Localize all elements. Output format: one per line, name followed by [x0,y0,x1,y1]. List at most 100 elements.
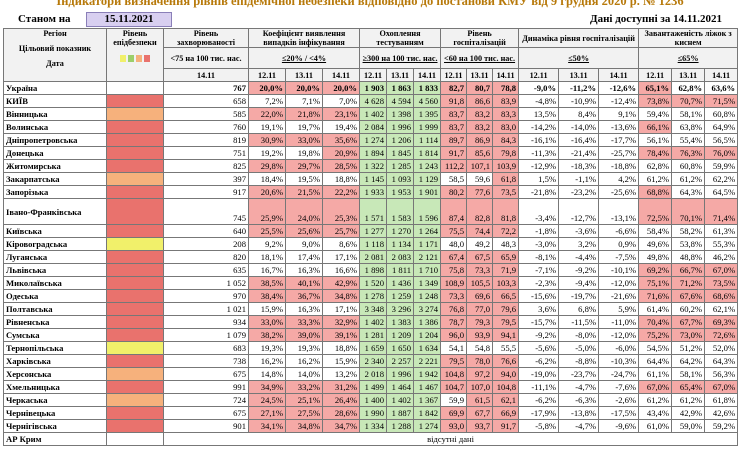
value-cell: 73,0% [671,328,706,342]
value-cell: 77,0 [466,302,494,316]
value-cell: 19,3% [248,341,286,355]
level-swatch [120,55,126,62]
value-cell: 83,7 [440,120,468,134]
value-cell: 7,0% [321,94,361,108]
data-row: Миколаївська 1 052 38,5% 40,1% 42,9% 1 520 1 4… [3,276,739,290]
value-cell: 58,4% [638,224,673,238]
value-cell: 1 129 [413,172,442,186]
value-cell: 91,8 [440,94,468,108]
value-cell: -12,7% [558,198,600,225]
value-cell: 18,8% [321,341,361,355]
value-cell: 60,2% [671,302,706,316]
value-cell: 18,4% [248,172,286,186]
header-cell: Коефіцієнт виявлення випадків інфікуванн… [247,28,361,48]
value-cell: 1 171 [413,237,442,251]
as-of-label: Станом на [18,13,71,25]
value-cell: 29,8% [248,159,286,173]
data-row: Волинська 760 19,1% 19,7% 19,4% 2 084 1 996 1 9… [3,120,739,134]
value-cell: 61,4% [638,302,673,316]
value-cell: 51,2% [671,341,706,355]
header-text: Дата [46,59,64,68]
value-cell: 28,6% [321,406,361,420]
value-cell: 69,2% [638,263,673,277]
value-cell: 89,7 [440,133,468,147]
value-cell: 68,8% [638,185,673,199]
value-cell: 1 499 [359,380,388,394]
value-cell: 20,6% [248,185,286,199]
level-cell [106,159,164,173]
value-cell: 1 436 [386,276,415,290]
data-row: Черкаська 724 24,5% 25,1% 26,4% 1 400 1 402 1 3… [3,393,739,407]
value-cell: 107,0 [466,380,494,394]
value-cell: 55,4% [671,133,706,147]
value-cell: 9,2% [248,237,286,251]
value-cell: 91,7 [440,146,468,160]
value-cell: 53,8% [671,237,706,251]
value-cell: 25,7% [321,224,361,238]
value-cell: 97,2 [466,367,494,381]
value-cell: -5,0% [558,341,600,355]
value-cell: 32,9% [321,315,361,329]
header-cell: ≤65% [638,47,739,69]
value-cell: 78,7 [440,315,468,329]
value-cell: 59,0% [671,419,706,433]
value-cell: -19,0% [518,367,560,381]
value-cell: 83,0 [492,120,520,134]
value-cell: 1 386 [413,315,442,329]
value-cell: 21,5% [285,185,323,199]
data-row: Харківська 738 16,2% 16,2% 15,9% 2 340 2 257 2 … [3,354,739,368]
value-cell: -2,3% [518,276,560,290]
value-cell: 917 [163,185,249,199]
region-name: Запорізька [3,185,107,199]
value-cell: -21,6% [598,289,640,303]
data-row: Тернопільська 683 19,3% 19,3% 18,8% 1 659 1 65… [3,341,739,355]
data-note: Дані доступні за 14.11.2021 [590,13,722,25]
value-cell: -4,7% [558,419,600,433]
value-cell: 61,3% [704,224,739,238]
value-cell: 1 464 [386,380,415,394]
value-cell: 42,6% [704,406,739,420]
value-cell: 825 [163,159,249,173]
data-row: Хмельницька 991 34,9% 33,2% 31,2% 1 499 1 464 1… [3,380,739,394]
value-cell: 1 259 [386,289,415,303]
value-cell: -12,9% [518,159,560,173]
value-cell: 103,3 [492,276,520,290]
value-cell: 970 [163,289,249,303]
value-cell: 635 [163,263,249,277]
data-row: Луганська 820 18,1% 17,4% 17,1% 2 081 2 083 2 1… [3,250,739,264]
value-cell: 49,8% [638,250,673,264]
level-legend [109,55,161,64]
data-row: Сумська 1 079 38,2% 39,0% 39,1% 1 281 1 209 1 2… [3,328,739,342]
level-cell [106,432,164,446]
value-cell: 94,1 [492,328,520,342]
region-name: Хмельницька [3,380,107,394]
value-cell: 1 145 [359,172,388,186]
value-cell: 34,8% [321,289,361,303]
value-cell: -9,0% [518,81,560,95]
value-cell: 1 901 [413,185,442,199]
value-cell: 54,8 [466,341,494,355]
value-cell: 1 400 [359,393,388,407]
value-cell: -9,2% [558,263,600,277]
value-cell: 15,9% [248,302,286,316]
level-cell [106,393,164,407]
value-cell: -6,2% [518,354,560,368]
value-cell: 58,2% [671,224,706,238]
value-cell: 23,1% [321,107,361,121]
value-cell: 59,9 [440,393,468,407]
value-cell: 738 [163,354,249,368]
value-cell: 83,7 [440,107,468,121]
value-cell: 58,5 [440,172,468,186]
value-cell: 61,1% [638,367,673,381]
value-cell: 640 [163,224,249,238]
value-cell: 1 288 [386,419,415,433]
data-row: Закарпатська 397 18,4% 19,5% 18,8% 1 145 1 093… [3,172,739,186]
value-cell: 76,0% [704,146,739,160]
value-cell: -23,2% [558,185,600,199]
value-cell: 34,1% [248,419,286,433]
value-cell: 48,8% [671,250,706,264]
value-cell: 70,7% [671,94,706,108]
value-cell: 72,5% [638,198,673,225]
value-cell: 3 348 [359,302,388,316]
value-cell: 585 [163,107,249,121]
